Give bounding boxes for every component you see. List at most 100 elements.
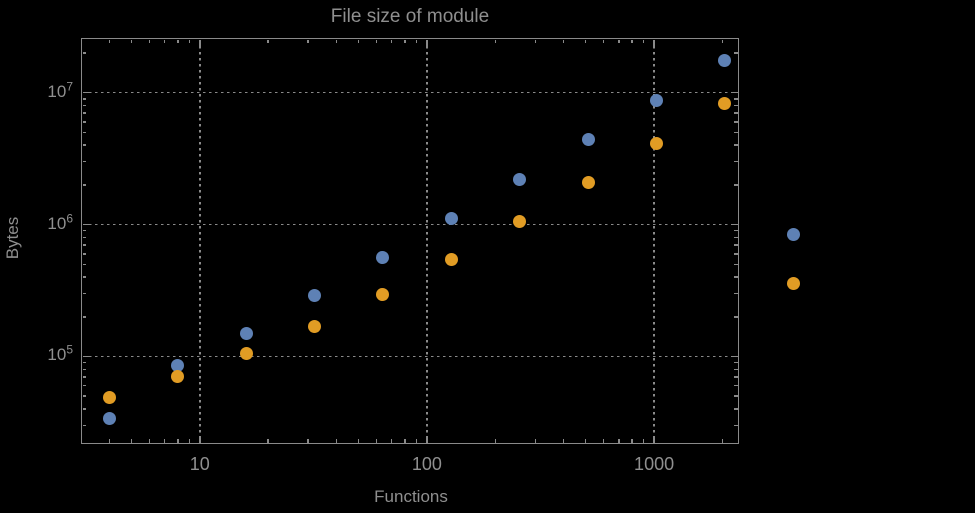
x-tick-mark	[188, 39, 191, 43]
x-tick-mark	[307, 39, 309, 43]
y-tick-mark	[734, 395, 738, 397]
y-tick-mark	[734, 263, 738, 266]
y-tick-mark	[82, 91, 90, 94]
y-tick-mark	[734, 144, 738, 146]
plot-frame	[81, 38, 739, 444]
data-point-blue	[513, 172, 527, 186]
chart-title: File size of module	[330, 6, 490, 27]
y-tick-mark	[82, 361, 86, 364]
x-axis-title: Functions	[374, 487, 448, 506]
x-gridline	[426, 39, 428, 443]
x-tick-mark	[562, 39, 565, 43]
x-tick-mark	[494, 439, 497, 443]
x-tick-mark	[148, 39, 151, 43]
y-tick-mark	[734, 424, 738, 427]
y-tick-mark	[734, 104, 738, 107]
y-tick-mark	[82, 229, 86, 232]
x-tick-mark	[721, 39, 724, 43]
y-tick-mark	[82, 131, 86, 134]
y-tick-mark	[730, 91, 738, 94]
y-tick-mark	[82, 424, 86, 427]
data-point-blue	[102, 411, 116, 425]
y-tick-mark	[734, 229, 738, 232]
x-tick-mark	[199, 435, 201, 443]
data-point-blue	[649, 93, 663, 107]
y-tick-mark	[82, 121, 86, 123]
x-tick-mark	[335, 39, 338, 43]
y-tick-mark	[734, 253, 738, 255]
y-tick-mark	[82, 384, 86, 387]
data-point-blue	[718, 54, 732, 68]
y-tick-exponent: 6	[66, 210, 73, 225]
y-gridline	[82, 355, 738, 358]
y-tick-mark	[82, 223, 90, 226]
x-tick-mark	[404, 439, 406, 443]
y-tick-exponent: 7	[66, 79, 73, 94]
x-tick-mark	[631, 39, 633, 43]
x-tick-mark	[375, 439, 378, 443]
x-tick-mark	[335, 439, 338, 443]
x-tick-mark	[631, 439, 633, 443]
x-tick-label: 1000	[634, 454, 675, 474]
x-tick-mark	[642, 439, 645, 443]
x-tick-mark	[108, 439, 111, 443]
x-tick-mark	[415, 39, 418, 43]
x-tick-mark	[177, 39, 179, 43]
y-tick-mark	[734, 236, 738, 239]
y-gridline	[82, 223, 738, 226]
x-tick-mark	[653, 39, 655, 47]
data-point-orange	[308, 319, 322, 333]
y-tick-mark	[734, 376, 738, 378]
x-tick-mark	[357, 439, 360, 443]
data-point-orange	[102, 390, 116, 404]
y-tick-label: 106	[47, 210, 73, 233]
y-tick-mark	[82, 276, 86, 278]
x-tick-mark	[267, 439, 269, 443]
x-tick-mark	[534, 39, 537, 43]
y-tick-mark	[82, 292, 86, 295]
x-tick-mark	[163, 39, 166, 43]
y-tick-mark	[82, 104, 86, 107]
x-tick-mark	[602, 439, 605, 443]
x-tick-mark	[188, 439, 191, 443]
y-gridline	[82, 91, 738, 94]
y-tick-mark	[82, 184, 86, 186]
y-tick-exponent: 5	[66, 342, 73, 357]
y-tick-mark	[734, 52, 738, 54]
y-tick-mark	[82, 98, 86, 100]
x-tick-label: 100	[411, 454, 442, 474]
x-tick-mark	[163, 439, 166, 443]
data-point-orange	[376, 288, 390, 302]
y-tick-mark	[82, 253, 86, 255]
y-tick-mark	[82, 408, 86, 410]
x-tick-mark	[148, 439, 151, 443]
data-point-blue	[239, 326, 253, 340]
y-tick-mark	[734, 184, 738, 186]
y-tick-label: 107	[47, 79, 73, 101]
x-tick-mark	[390, 39, 393, 43]
x-tick-mark	[602, 39, 605, 43]
data-point-blue	[171, 359, 185, 373]
x-tick-mark	[390, 439, 393, 443]
x-tick-mark	[108, 39, 111, 43]
y-tick-mark	[82, 355, 90, 358]
x-tick-mark	[199, 39, 201, 47]
x-tick-mark	[618, 439, 620, 443]
y-tick-mark	[82, 160, 86, 163]
data-point-blue	[786, 228, 800, 242]
x-tick-mark	[584, 39, 587, 43]
x-tick-mark	[721, 439, 724, 443]
x-tick-mark	[534, 439, 537, 443]
x-tick-mark	[267, 39, 269, 43]
x-tick-mark	[177, 439, 179, 443]
y-tick-mark	[82, 236, 86, 239]
y-tick-mark	[730, 223, 738, 226]
y-tick-label: 105	[47, 342, 73, 365]
y-tick-mark	[734, 121, 738, 123]
data-point-orange	[581, 175, 595, 189]
x-tick-mark	[357, 39, 360, 43]
data-point-orange	[786, 276, 800, 290]
x-tick-mark	[426, 435, 428, 443]
x-tick-mark	[642, 39, 645, 43]
